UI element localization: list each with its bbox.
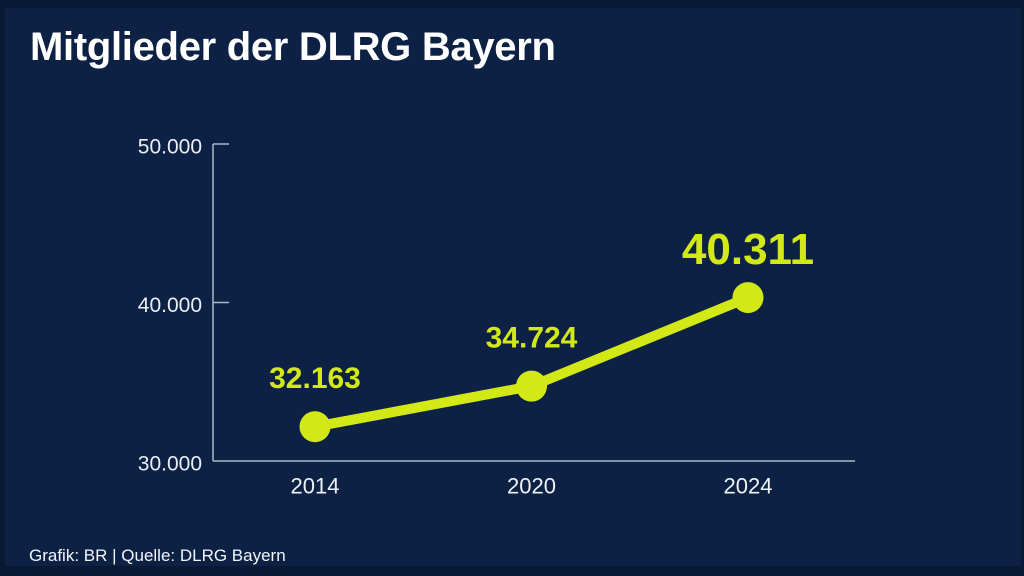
data-point <box>516 370 547 402</box>
y-tick-label: 40.000 <box>138 294 202 317</box>
background-panel <box>5 8 1021 566</box>
page-title: Mitglieder der DLRG Bayern <box>30 25 556 69</box>
y-tick-label: 30.000 <box>138 453 202 476</box>
data-point <box>732 282 764 314</box>
x-tick-label: 2024 <box>724 474 773 499</box>
source-credit: Grafik: BR | Quelle: DLRG Bayern <box>29 546 286 565</box>
y-tick-label: 50.000 <box>138 136 202 159</box>
data-value-label: 34.724 <box>486 322 578 355</box>
data-line <box>310 292 753 432</box>
data-point <box>299 411 331 443</box>
data-value-label: 32.163 <box>269 362 361 395</box>
data-value-label: 40.311 <box>682 225 814 274</box>
x-tick-label: 2014 <box>291 474 340 499</box>
x-tick-label: 2020 <box>507 474 556 499</box>
